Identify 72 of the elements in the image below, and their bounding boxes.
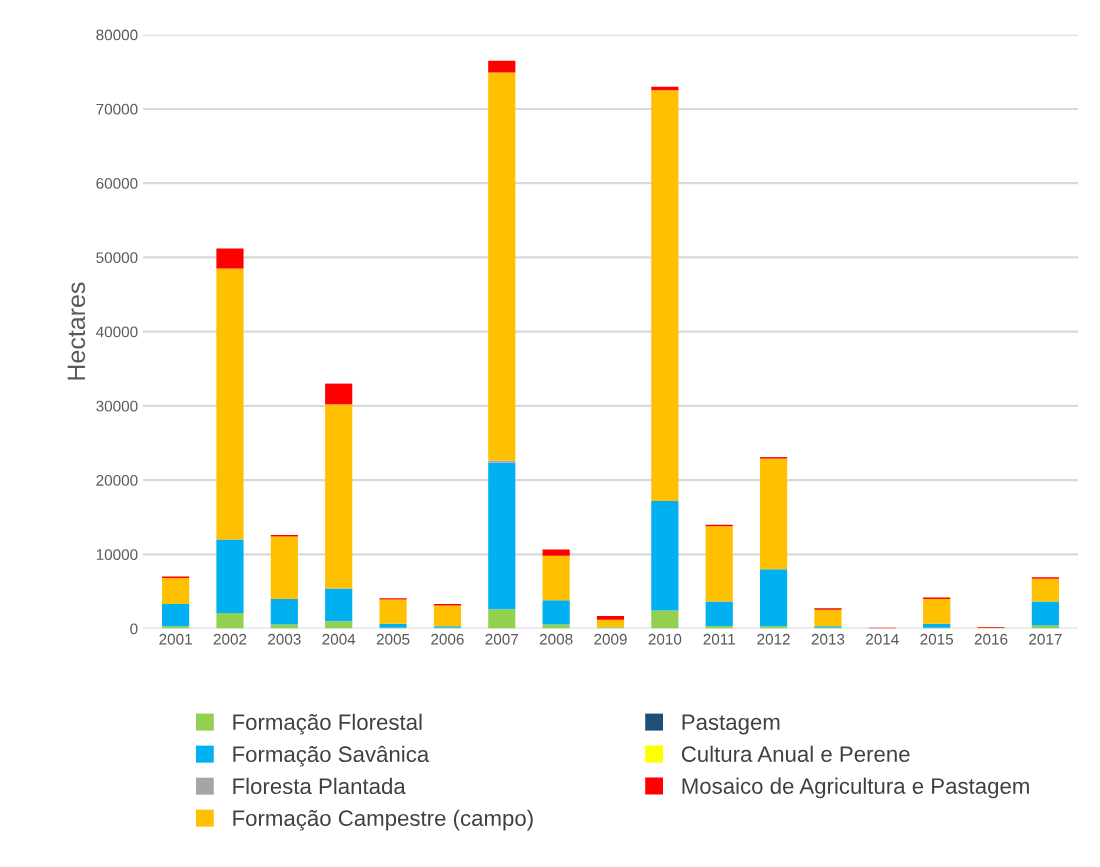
x-tick-label: 2012	[757, 633, 790, 645]
bar	[488, 462, 516, 610]
bar	[270, 598, 298, 625]
legend-label: Formação Savânica	[233, 745, 430, 767]
bar	[542, 600, 570, 625]
bar	[1031, 578, 1059, 602]
y-tick-label: 70000	[96, 103, 138, 115]
x-tick-label: 2006	[431, 633, 464, 645]
x-tick-label: 2007	[485, 633, 519, 645]
y-tick-label: 10000	[96, 549, 138, 561]
bar	[596, 615, 625, 620]
bar	[705, 526, 733, 602]
bar	[759, 569, 788, 627]
bar	[162, 578, 190, 605]
x-tick-label: 2017	[1029, 633, 1062, 645]
bar	[488, 60, 516, 73]
y-tick-label: 60000	[96, 178, 138, 189]
bar	[488, 72, 516, 461]
x-tick-label: 2001	[159, 633, 192, 645]
bar	[759, 458, 788, 570]
legend-label: Pastagem	[682, 714, 780, 735]
bar	[488, 460, 516, 463]
legend-label: Formação Campestre (campo)	[233, 809, 533, 831]
bar	[216, 612, 244, 629]
bar	[325, 383, 353, 405]
bar	[923, 623, 951, 628]
bar	[433, 605, 462, 627]
x-tick-label: 2004	[322, 633, 356, 645]
y-axis-title: Hectares	[67, 282, 86, 380]
bar	[488, 609, 516, 629]
legend-label: Formação Florestal	[233, 713, 422, 735]
x-tick-label: 2002	[213, 633, 247, 645]
bar	[270, 536, 298, 599]
bar	[379, 599, 407, 624]
bar	[651, 90, 679, 501]
x-tick-label: 2003	[268, 633, 301, 645]
bar	[162, 604, 190, 627]
bar	[216, 268, 244, 540]
bar	[814, 609, 842, 627]
y-tick-label: 0	[130, 623, 138, 635]
y-tick-label: 80000	[96, 29, 138, 41]
bar	[325, 621, 353, 629]
bar	[542, 549, 570, 556]
x-tick-label: 2008	[539, 633, 573, 645]
bar	[1031, 601, 1059, 626]
legend-label: Cultura Anual e Perene	[681, 745, 910, 762]
bar	[542, 624, 570, 629]
bar	[325, 404, 353, 589]
bar	[542, 555, 570, 601]
bar	[379, 623, 407, 628]
y-tick-label: 50000	[96, 252, 138, 264]
x-tick-label: 2005	[376, 633, 410, 645]
x-tick-label: 2015	[920, 633, 954, 645]
x-tick-label: 2013	[811, 633, 845, 645]
bar	[651, 610, 679, 629]
y-tick-label: 30000	[96, 400, 138, 412]
bar	[270, 624, 298, 629]
bar	[325, 588, 353, 622]
x-tick-label: 2014	[866, 633, 899, 645]
bar	[651, 500, 679, 611]
x-tick-label: 2009	[594, 633, 627, 645]
legend-label: Floresta Plantada	[233, 777, 406, 795]
x-tick-label: 2010	[648, 633, 682, 645]
bar	[705, 601, 733, 626]
x-tick-label: 2016	[974, 633, 1008, 645]
bar	[923, 598, 951, 624]
x-tick-label: 2011	[703, 633, 735, 645]
bar	[216, 539, 244, 613]
y-tick-label: 20000	[96, 474, 138, 486]
bar	[216, 248, 244, 269]
y-tick-label: 40000	[96, 326, 138, 338]
legend-label: Mosaico de Agricultura e Pastagem	[682, 777, 1029, 799]
